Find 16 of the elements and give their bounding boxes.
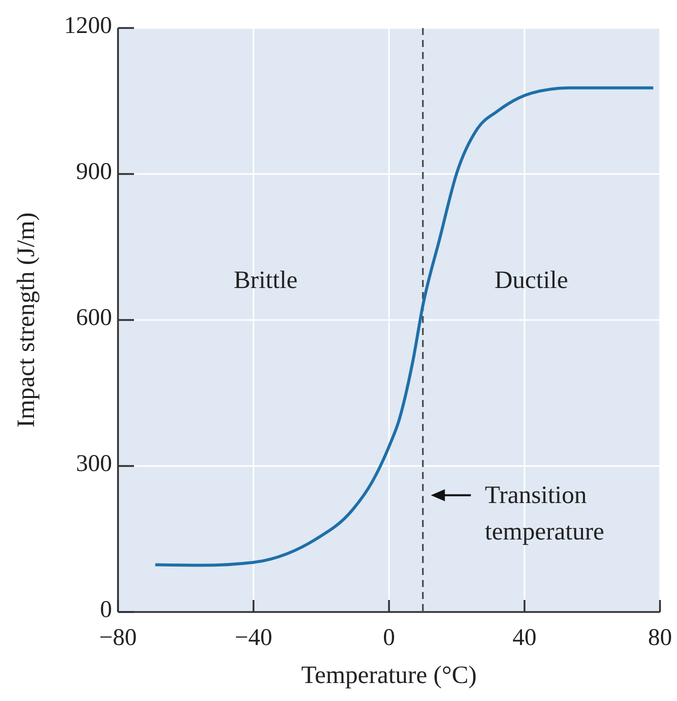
x-tick-label: 40 xyxy=(512,625,536,652)
x-tick-label: −80 xyxy=(99,625,137,652)
y-tick-label: 600 xyxy=(76,304,112,331)
y-tick-label: 1200 xyxy=(64,12,112,39)
y-axis-title: Impact strength (J/m) xyxy=(13,212,40,428)
x-tick-label: −40 xyxy=(234,625,272,652)
x-axis-title: Temperature (°C) xyxy=(301,662,477,689)
ref-line-label: Transition temperature xyxy=(484,482,604,546)
annotation: Brittle xyxy=(234,266,298,294)
annotation: Ductile xyxy=(494,266,568,294)
x-tick-label: 0 xyxy=(383,625,395,652)
line-series xyxy=(154,86,655,567)
y-tick-label: 0 xyxy=(100,596,112,623)
y-tick-label: 900 xyxy=(76,158,112,185)
y-tick-label: 300 xyxy=(76,450,112,477)
x-tick-label: 80 xyxy=(648,625,672,652)
